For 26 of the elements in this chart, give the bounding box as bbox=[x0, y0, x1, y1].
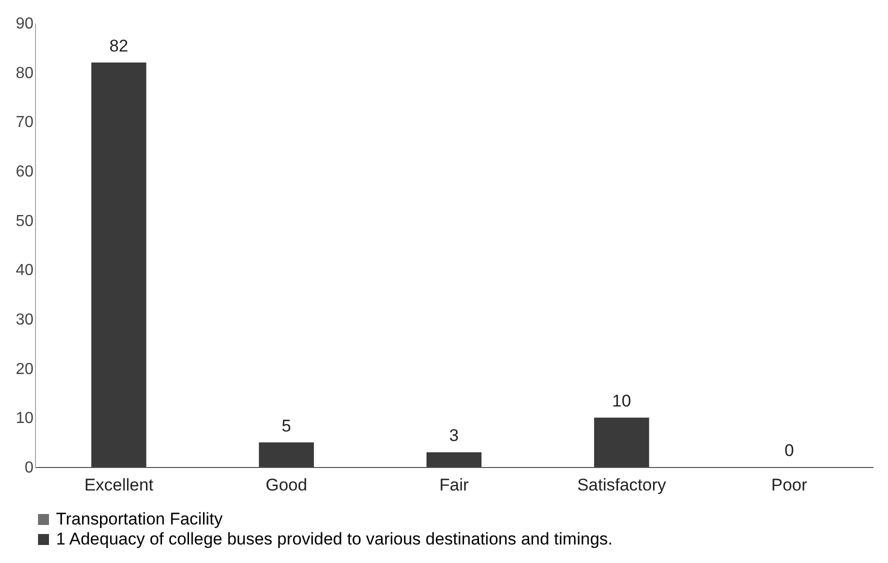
bar bbox=[594, 418, 650, 467]
y-tick-label: 90 bbox=[16, 16, 34, 32]
legend-label: 1 Adequacy of college buses provided to various destinations and timings. bbox=[56, 530, 613, 548]
y-tick-label: 20 bbox=[16, 360, 34, 378]
data-label: 10 bbox=[612, 392, 632, 411]
x-tick-label: Poor bbox=[771, 476, 808, 494]
y-tick-label: 60 bbox=[16, 164, 34, 180]
bar bbox=[426, 452, 482, 467]
y-tick-label: 10 bbox=[16, 410, 34, 428]
y-tick-label: 40 bbox=[16, 262, 34, 280]
x-tick-label: Good bbox=[266, 476, 308, 494]
y-tick-label: 50 bbox=[16, 212, 34, 230]
legend-label: Transportation Facility bbox=[56, 510, 224, 528]
y-tick-label: 80 bbox=[16, 64, 34, 82]
y-tick-label: 0 bbox=[24, 460, 34, 476]
y-tick-label: 30 bbox=[16, 312, 34, 328]
x-tick-label: Excellent bbox=[84, 476, 154, 494]
data-label: 0 bbox=[784, 441, 794, 460]
data-label: 82 bbox=[109, 36, 128, 56]
y-tick-label: 70 bbox=[16, 114, 34, 132]
x-tick-label: Fair bbox=[439, 476, 469, 494]
data-label: 3 bbox=[449, 426, 459, 446]
data-label: 5 bbox=[282, 416, 292, 436]
bar bbox=[258, 442, 314, 467]
bar bbox=[91, 62, 146, 467]
x-tick-label: Satisfactory bbox=[577, 476, 667, 494]
